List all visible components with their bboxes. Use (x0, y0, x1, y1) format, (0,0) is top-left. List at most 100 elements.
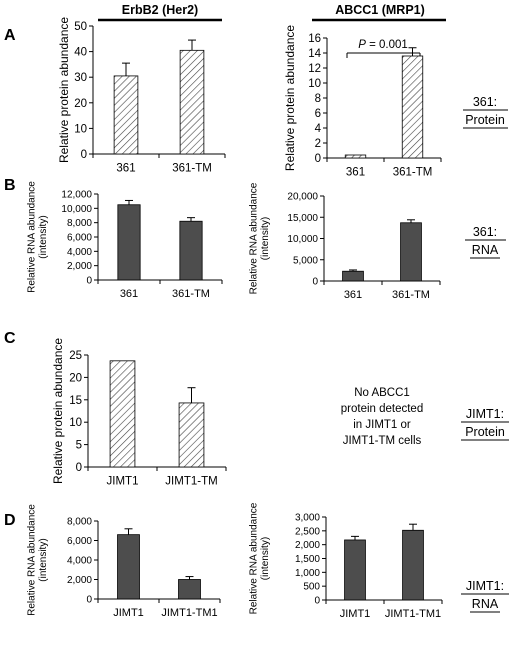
chart-a-left: 0 10 20 30 40 50 361 361-TM Relative protein abu… (57, 17, 226, 175)
y-axis-label: Relative RNA abundance (248, 502, 259, 614)
x-tick-label: 361-TM (172, 163, 212, 175)
y-tick-label: 14 (308, 48, 321, 60)
no-data-note-line1: No ABCC1 (354, 387, 410, 399)
row-label-jimt1-rna-line2: RNA (472, 597, 499, 611)
x-tick-label: JIMT1 (107, 476, 139, 488)
y-tick-label: 0 (312, 277, 318, 288)
x-tick-label: JIMT1-TM1 (385, 608, 441, 620)
y-tick-label: 0 (86, 276, 92, 287)
x-tick-label: JIMT1-TM (165, 476, 217, 488)
y-axis-label: Relative RNA abundance (248, 182, 259, 294)
x-tick-label: 361-TM (392, 289, 430, 301)
bar (117, 534, 140, 600)
y-tick-label: 10 (74, 123, 87, 135)
y-tick-label: 4,000 (67, 556, 92, 567)
x-tick-label: 361 (116, 163, 135, 175)
bar (342, 270, 364, 282)
y-tick-label: 10 (69, 417, 82, 429)
y-axis-label: Relative protein abundance (283, 25, 297, 171)
y-tick-label: 0 (81, 149, 87, 161)
y-axis-label: Relative protein abundance (57, 17, 71, 163)
y-tick-label: 8,000 (67, 218, 92, 229)
y-tick-label: 20 (74, 98, 87, 110)
bar (400, 222, 422, 282)
y-tick-label: 2,000 (67, 575, 92, 586)
panel-letter-d: D (4, 512, 16, 529)
y-tick-label: 25 (69, 350, 82, 362)
y-tick-label: 12,000 (61, 190, 92, 201)
chart-d-right: 0 500 1,000 1,500 2,000 2,500 3,000 JIMT1 JIMT1-… (248, 502, 443, 620)
y-tick-label: 40 (74, 47, 87, 59)
y-axis-label: Relative protein abundance (51, 338, 65, 484)
x-tick-label: JIMT1 (340, 608, 371, 620)
no-data-note-line3: in JIMT1 or (353, 419, 411, 431)
y-tick-label: 0 (86, 595, 92, 606)
y-axis-label: Relative RNA abundance (26, 504, 37, 616)
y-tick-label: 10,000 (61, 204, 92, 215)
p-value-symbol: P (358, 39, 366, 51)
row-label-361-rna-line1: 361: (473, 225, 497, 239)
p-value-text: = 0.001 (366, 39, 408, 51)
bar (113, 75, 139, 155)
y-tick-label: 6 (315, 108, 321, 120)
y-tick-label: 8,000 (67, 517, 92, 528)
chart-a-right: 0 2 4 6 8 10 12 14 16 361 361-TM Relative protein a… (283, 25, 442, 179)
no-data-note-line2: protein detected (341, 403, 423, 415)
y-tick-label: 0 (314, 596, 320, 607)
y-tick-label: 15 (69, 395, 82, 407)
bar (178, 402, 205, 468)
column-title-abcc1: ABCC1 (MRP1) (335, 3, 425, 17)
y-tick-label: 2,000 (295, 540, 320, 551)
y-tick-label: 2,500 (295, 526, 320, 537)
chart-b-right: 0 5,000 10,000 15,000 20,000 361 361-TM Relativ… (248, 182, 441, 301)
bar (401, 55, 424, 159)
x-tick-label: 361-TM (172, 288, 210, 300)
y-tick-label: 5 (76, 440, 82, 452)
y-axis-label: Relative RNA abundance (26, 181, 37, 293)
chart-b-left: 0 2,000 4,000 6,000 8,000 10,000 12,000 361 361-… (26, 181, 223, 300)
y-tick-label: 1,500 (295, 554, 320, 565)
row-label-jimt1-protein-line2: Protein (465, 425, 505, 439)
y-tick-label: 4 (315, 123, 322, 135)
x-tick-label: 361 (346, 167, 365, 179)
y-axis-label: (intensity) (38, 538, 49, 581)
y-tick-label: 4,000 (67, 247, 92, 258)
row-label-jimt1-rna-line1: JIMT1: (466, 579, 504, 593)
no-data-note-line4: JIMT1-TM cells (343, 435, 422, 447)
bar (344, 154, 367, 159)
y-tick-label: 2 (315, 138, 321, 150)
chart-c-left: 0 5 10 15 20 25 JIMT1 JIMT1-TM Relative protein … (51, 338, 227, 488)
bar (178, 579, 201, 600)
panel-letter-c: C (4, 330, 16, 347)
x-tick-label: 361 (344, 289, 362, 301)
y-axis-label: (intensity) (260, 217, 271, 260)
y-tick-label: 3,000 (295, 513, 320, 524)
x-tick-label: JIMT1-TM1 (161, 607, 217, 619)
column-title-erbb2: ErbB2 (Her2) (122, 3, 198, 17)
bar (179, 49, 205, 155)
y-tick-label: 0 (76, 462, 82, 474)
y-tick-label: 15,000 (287, 213, 318, 224)
y-tick-label: 12 (308, 63, 321, 75)
y-tick-label: 10,000 (287, 234, 318, 245)
y-tick-label: 5,000 (293, 255, 318, 266)
x-tick-label: JIMT1 (113, 607, 144, 619)
y-tick-label: 6,000 (67, 536, 92, 547)
y-tick-label: 20 (69, 372, 82, 384)
y-tick-label: 2,000 (67, 261, 92, 272)
y-tick-label: 30 (74, 72, 87, 84)
y-tick-label: 50 (74, 21, 87, 33)
bar (179, 220, 203, 281)
p-value-label: P = 0.001 (358, 39, 408, 51)
chart-d-left: 0 2,000 4,000 6,000 8,000 JIMT1 JIMT1-TM1 Relat… (26, 504, 221, 619)
y-tick-label: 6,000 (67, 233, 92, 244)
y-axis-label: (intensity) (38, 215, 49, 258)
bar (344, 539, 366, 601)
panel-letter-b: B (4, 177, 16, 194)
panel-letter-a: A (4, 27, 16, 44)
y-tick-label: 20,000 (287, 192, 318, 203)
y-tick-label: 1,000 (295, 568, 320, 579)
y-axis-label: (intensity) (260, 537, 271, 580)
